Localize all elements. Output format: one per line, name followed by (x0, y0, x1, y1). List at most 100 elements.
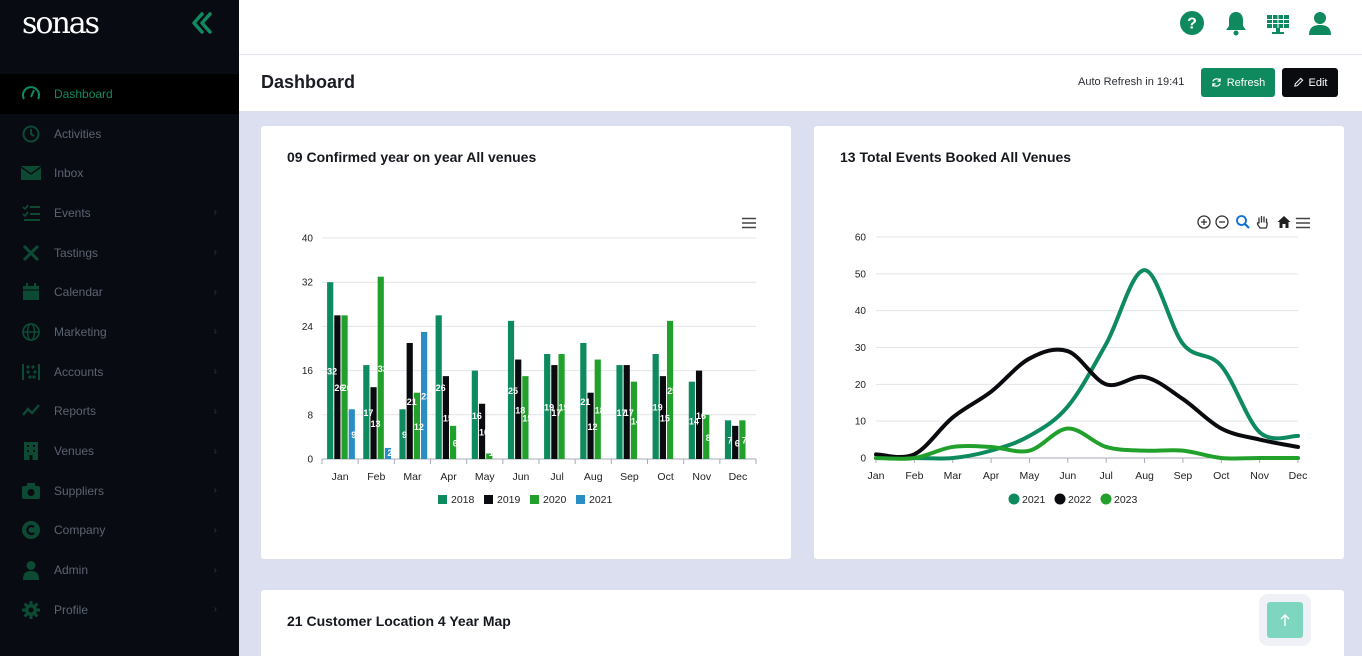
bar-2018-aug (580, 342, 587, 459)
bar-2020-feb (377, 276, 384, 459)
legend-marker-2022 (1054, 493, 1066, 505)
bar-2019-aug (587, 392, 594, 459)
x-tick-label: Mar (944, 470, 963, 482)
history-icon (20, 123, 42, 145)
sidebar-item-label: Marketing (54, 324, 107, 339)
sidebar-item-marketing[interactable]: Marketing › (0, 312, 239, 352)
abacus-icon (20, 361, 42, 383)
bar-2019-apr (442, 376, 449, 459)
bar-2020-dec (739, 420, 746, 459)
sidebar-item-suppliers[interactable]: Suppliers › (0, 471, 239, 511)
sidebar-item-company[interactable]: Company › (0, 511, 239, 551)
help-icon[interactable]: ? (1179, 10, 1205, 36)
chevron-right-icon: › (213, 445, 217, 457)
zoom-in-icon[interactable] (1196, 214, 1212, 230)
edit-button[interactable]: Edit (1282, 68, 1338, 97)
sidebar-item-label: Admin (54, 563, 89, 578)
scroll-to-top-button[interactable] (1267, 602, 1303, 638)
sidebar-item-accounts[interactable]: Accounts › (0, 352, 239, 392)
legend-marker-2023 (1100, 493, 1112, 505)
y-tick-label: 50 (855, 269, 867, 280)
x-tick-label: Jun (1059, 470, 1076, 482)
chart-menu-icon[interactable] (1295, 216, 1311, 232)
x-tick-label: Jul (550, 471, 563, 483)
sidebar-item-label: Accounts (54, 364, 104, 379)
legend-marker-2019 (484, 495, 493, 504)
bar-2018-oct (652, 354, 659, 459)
selection-zoom-icon[interactable] (1235, 214, 1251, 230)
chart-menu-icon[interactable] (741, 216, 757, 234)
data-label: 7 (728, 436, 733, 446)
card-title: 21 Customer Location 4 Year Map (287, 613, 511, 629)
x-tick-label: May (1020, 470, 1041, 482)
solar-panel-icon[interactable] (1265, 10, 1291, 36)
sidebar-item-events[interactable]: Events › (0, 193, 239, 233)
chevron-right-icon: › (213, 524, 217, 536)
legend-label-2022: 2022 (1068, 494, 1092, 506)
x-tick-label: Nov (692, 471, 711, 483)
user-icon[interactable] (1307, 10, 1333, 36)
sidebar-item-tastings[interactable]: Tastings › (0, 233, 239, 273)
legend-label-2021: 2021 (1022, 494, 1046, 506)
data-label: 10 (479, 427, 489, 437)
data-label: 15 (443, 414, 453, 424)
legend-marker-2021 (1008, 493, 1020, 505)
camera-icon (20, 480, 42, 502)
data-label: 17 (624, 408, 634, 418)
map-card: 21 Customer Location 4 Year Map (261, 590, 1344, 656)
bar-2019-mar (406, 342, 413, 459)
x-tick-label: Feb (905, 470, 923, 482)
sidebar-item-reports[interactable]: Reports › (0, 392, 239, 432)
pan-hand-icon[interactable] (1255, 214, 1271, 230)
sidebar-item-venues[interactable]: Venues › (0, 431, 239, 471)
x-tick-label: Jun (512, 471, 529, 483)
bell-icon[interactable] (1223, 10, 1249, 36)
collapse-sidebar-icon[interactable] (188, 9, 216, 37)
y-tick-label: 30 (855, 343, 867, 354)
edit-button-label: Edit (1308, 76, 1328, 89)
legend-label-2020: 2020 (543, 494, 567, 506)
data-label: 25 (667, 386, 677, 396)
refresh-button[interactable]: Refresh (1201, 68, 1275, 97)
sidebar-item-calendar[interactable]: Calendar › (0, 272, 239, 312)
data-label: 17 (363, 408, 373, 418)
chevron-right-icon: › (213, 286, 217, 298)
x-tick-label: Dec (729, 471, 748, 483)
logo[interactable]: sonas (22, 6, 100, 41)
copyright-icon (20, 519, 42, 541)
data-label: 18 (595, 405, 605, 415)
bar-2019-may (478, 403, 486, 459)
y-tick-label: 32 (302, 278, 314, 289)
bar-2019-sep (623, 365, 630, 459)
sidebar-item-label: Profile (54, 602, 89, 617)
sidebar-item-activities[interactable]: Activities (0, 114, 239, 154)
bar-2018-nov (688, 381, 695, 459)
auto-refresh-countdown: Auto Refresh in 19:41 (1078, 76, 1185, 88)
sidebar-item-admin[interactable]: Admin › (0, 550, 239, 590)
refresh-button-label: Refresh (1226, 76, 1266, 89)
building-icon (20, 440, 42, 462)
sidebar-item-inbox[interactable]: Inbox (0, 153, 239, 193)
chevron-right-icon: › (213, 247, 217, 259)
sidebar-item-label: Suppliers (54, 483, 105, 498)
bar-2018-mar (399, 409, 406, 459)
reset-home-icon[interactable] (1276, 214, 1292, 230)
bar-2018-dec (724, 420, 732, 459)
x-tick-label: Jan (868, 470, 885, 482)
zoom-out-icon[interactable] (1214, 214, 1230, 230)
x-tick-label: Oct (657, 471, 673, 483)
utensils-icon (20, 242, 42, 264)
sidebar-item-dashboard[interactable]: Dashboard (0, 74, 239, 114)
bar-2018-feb (363, 365, 370, 459)
legend-marker-2018 (438, 495, 447, 504)
chevron-right-icon: › (213, 604, 217, 616)
bar-2019-jan (334, 315, 341, 459)
bar-2019-jul (551, 365, 558, 459)
cog-icon (20, 599, 42, 621)
chart-line-icon (20, 400, 42, 422)
x-tick-label: Jul (1099, 470, 1112, 482)
sidebar-item-profile[interactable]: Profile › (0, 590, 239, 630)
bar-2019-feb (370, 387, 377, 459)
bar-chart: 0816243240Jan3226269Feb1713332Mar9211223… (302, 234, 757, 506)
data-label: 12 (414, 422, 424, 432)
